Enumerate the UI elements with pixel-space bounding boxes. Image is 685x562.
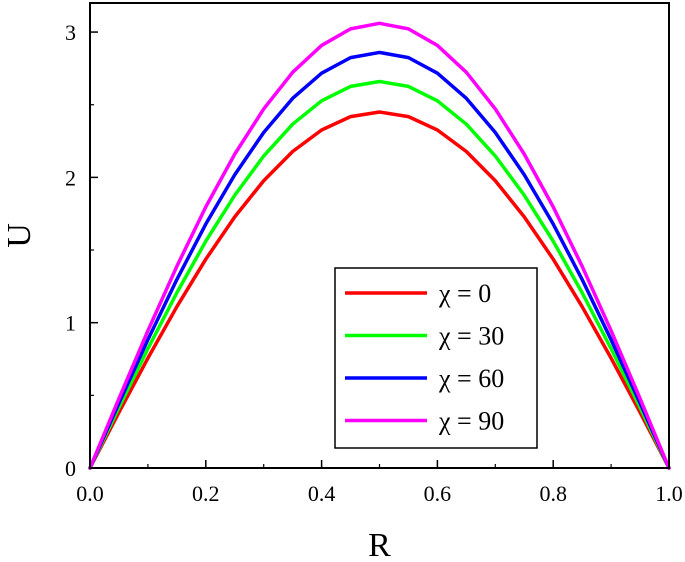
- legend-items: χ = 0 χ = 30 χ = 60 χ = 90: [345, 279, 504, 436]
- y-axis-title: U: [1, 223, 38, 248]
- y-tick-label: 0: [65, 456, 76, 481]
- series-line-3: [88, 21, 671, 470]
- series-line-0: [88, 110, 671, 470]
- y-tick-label: 2: [65, 165, 76, 190]
- x-tick-label: 0.2: [192, 481, 220, 506]
- series-layer: [88, 21, 671, 470]
- y-tick-label: 3: [65, 20, 76, 45]
- legend-label-3: χ = 90: [438, 407, 504, 436]
- legend-box: [334, 267, 538, 449]
- series-line-2: [88, 50, 671, 470]
- legend-label-2: χ = 60: [438, 364, 504, 393]
- plot-frame: [89, 2, 670, 469]
- x-tick-label: 1.0: [655, 481, 683, 506]
- legend: χ = 0 χ = 30 χ = 60 χ = 90: [334, 267, 538, 449]
- x-tick-label: 0.8: [539, 481, 567, 506]
- tick-labels-layer: 0.0 0.2 0.4 0.6 0.8 1.0 0 1 2 3: [65, 20, 683, 506]
- x-tick-label: 0.4: [308, 481, 336, 506]
- legend-label-1: χ = 30: [438, 322, 504, 351]
- x-tick-label: 0.6: [424, 481, 452, 506]
- y-tick-label: 1: [65, 311, 76, 336]
- legend-label-0: χ = 0: [438, 279, 491, 308]
- x-axis-title: R: [368, 527, 391, 562]
- x-tick-label: 0.0: [76, 481, 104, 506]
- series-line-1: [88, 79, 671, 470]
